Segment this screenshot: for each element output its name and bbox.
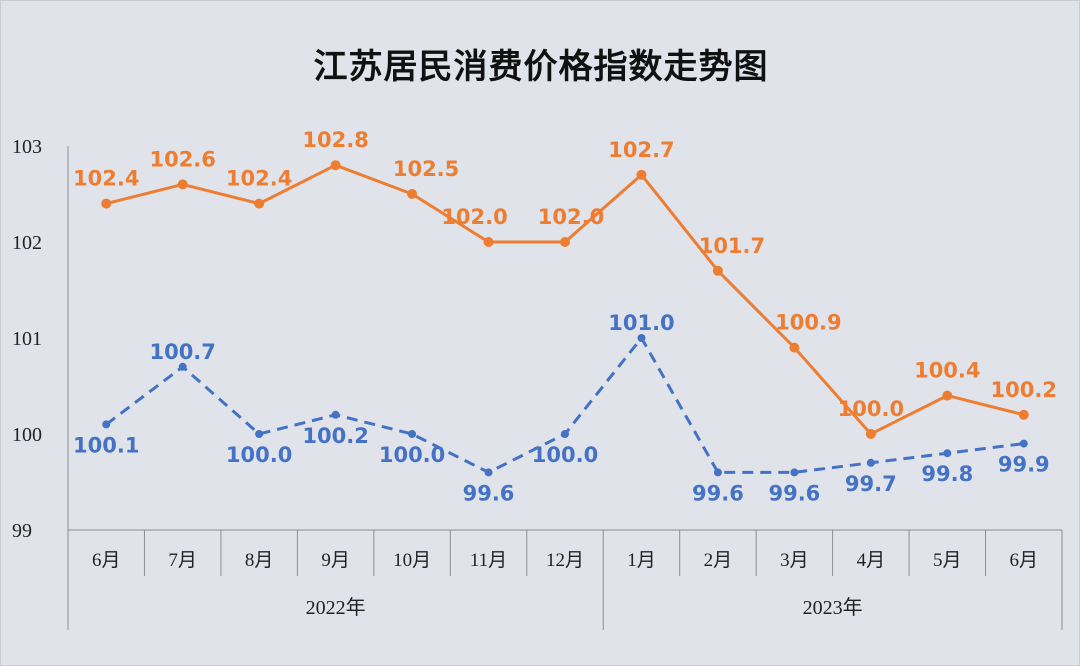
y-tick-label: 100 bbox=[12, 424, 42, 446]
y-tick-label: 99 bbox=[12, 520, 32, 542]
series-1-data-label: 102.6 bbox=[149, 147, 215, 171]
series-1-data-label: 102.0 bbox=[441, 205, 507, 229]
x-category-label: 8月 bbox=[245, 550, 274, 571]
x-category-label: 6月 bbox=[92, 550, 121, 571]
x-category-label: 5月 bbox=[933, 550, 962, 571]
x-category-label: 6月 bbox=[1010, 550, 1039, 571]
x-category-label: 10月 bbox=[393, 550, 431, 571]
series-2-point bbox=[713, 468, 722, 477]
series-2-data-label: 101.0 bbox=[608, 311, 674, 335]
series-2-point bbox=[637, 334, 646, 342]
y-tick-label: 101 bbox=[12, 328, 42, 350]
x-category-label: 12月 bbox=[546, 550, 584, 571]
series-2-data-label: 100.0 bbox=[226, 443, 292, 467]
series-2-data-label: 99.9 bbox=[998, 453, 1050, 477]
series-1-point bbox=[1018, 409, 1029, 420]
series-2-data-label: 100.2 bbox=[302, 424, 368, 448]
series-1-data-label: 102.8 bbox=[302, 128, 368, 152]
x-group-label: 2023年 bbox=[803, 596, 863, 619]
series-2-point bbox=[178, 362, 187, 371]
series-2-data-label: 99.6 bbox=[768, 481, 820, 505]
series-1-point bbox=[789, 342, 800, 353]
series-1-point bbox=[636, 169, 647, 180]
series-1-point bbox=[865, 429, 876, 439]
series-1-data-label: 100.0 bbox=[838, 397, 904, 421]
series-2-point bbox=[408, 430, 417, 438]
series-2-data-label: 99.8 bbox=[921, 462, 973, 486]
series-1-data-label: 102.7 bbox=[608, 138, 674, 162]
series-1-data-label: 100.4 bbox=[914, 359, 980, 383]
x-category-label: 11月 bbox=[470, 550, 507, 571]
chart-title: 江苏居民消费价格指数走势图 bbox=[313, 47, 769, 87]
series-2-point bbox=[102, 420, 111, 429]
x-category-label: 3月 bbox=[780, 550, 809, 571]
series-1-point bbox=[330, 160, 341, 171]
series-2-point bbox=[255, 430, 264, 438]
series-2-point bbox=[790, 468, 799, 477]
series-1-point bbox=[483, 237, 494, 247]
x-group-label: 2022年 bbox=[306, 596, 366, 619]
series-1-point bbox=[407, 189, 418, 199]
series-1-point bbox=[712, 265, 723, 276]
y-tick-label: 103 bbox=[12, 136, 42, 158]
x-category-label: 1月 bbox=[627, 550, 656, 571]
series-2-point bbox=[866, 458, 875, 467]
series-1-data-label: 101.7 bbox=[699, 234, 765, 258]
series-1-point bbox=[177, 179, 188, 190]
series-1-point bbox=[254, 198, 265, 209]
series-2-data-label: 99.7 bbox=[845, 472, 897, 496]
series-2-data-label: 99.6 bbox=[692, 481, 744, 505]
series-2-data-label: 100.1 bbox=[73, 433, 139, 457]
series-2-point bbox=[943, 449, 952, 458]
series-2-data-label: 100.7 bbox=[149, 340, 215, 364]
series-2-point bbox=[484, 468, 493, 477]
x-category-label: 9月 bbox=[321, 550, 350, 571]
series-2-data-label: 99.6 bbox=[463, 481, 515, 505]
x-category-label: 7月 bbox=[168, 550, 197, 571]
series-1-data-label: 102.4 bbox=[226, 167, 292, 191]
series-1-point bbox=[560, 237, 570, 247]
series-1-data-label: 102.0 bbox=[538, 205, 604, 229]
series-2-point bbox=[331, 410, 340, 419]
y-tick-label: 102 bbox=[12, 232, 42, 254]
series-1-point bbox=[101, 198, 112, 209]
series-1-point bbox=[942, 390, 953, 401]
series-2-data-label: 100.0 bbox=[532, 443, 598, 467]
series-1-data-label: 102.4 bbox=[73, 167, 139, 191]
series-1-data-label: 102.5 bbox=[393, 157, 459, 181]
series-1-data-label: 100.2 bbox=[991, 378, 1057, 402]
series-2-data-label: 100.0 bbox=[379, 443, 445, 467]
x-category-label: 2月 bbox=[704, 550, 733, 571]
x-category-label: 4月 bbox=[857, 550, 886, 571]
series-2-point bbox=[1019, 439, 1028, 448]
series-1-data-label: 100.9 bbox=[775, 311, 841, 335]
series-2-point bbox=[561, 430, 569, 438]
